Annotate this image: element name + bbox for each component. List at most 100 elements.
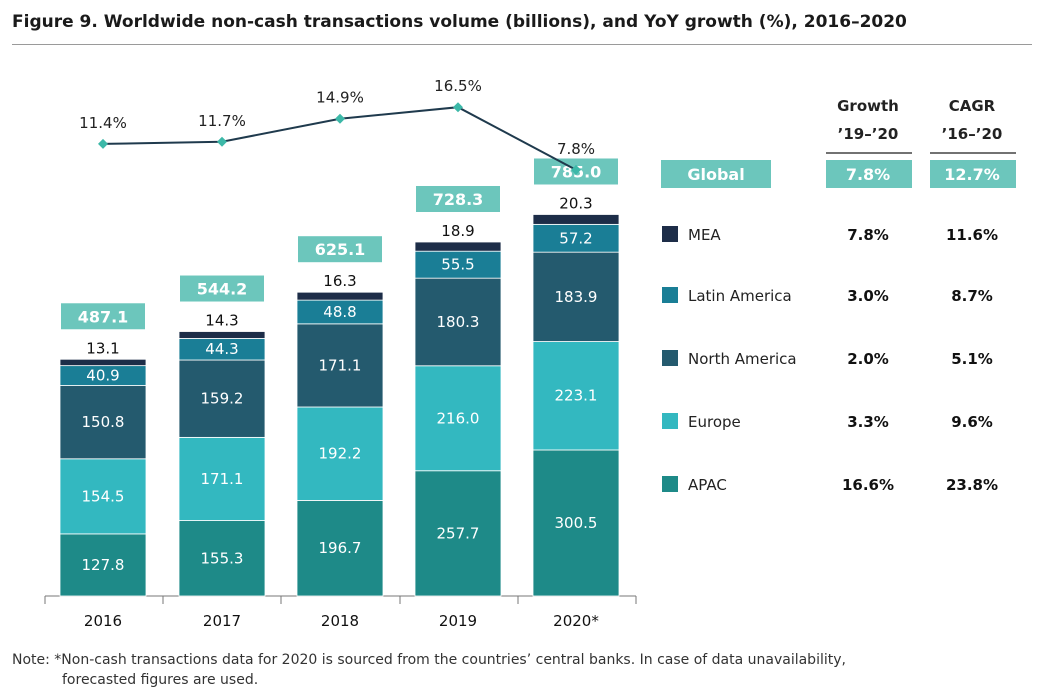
bar-value-label: 48.8	[323, 303, 356, 321]
global-growth-box	[826, 160, 912, 188]
bar-value-label-mea: 14.3	[205, 312, 238, 330]
table-row-cagr: 12.7%	[944, 165, 1000, 184]
table-header-cagr-period: ’16–’20	[942, 125, 1003, 143]
bar-mea-2020	[532, 214, 620, 225]
bar-north-america-2016	[59, 385, 147, 460]
bar-value-label: 44.3	[205, 340, 238, 358]
bar-value-label: 171.1	[319, 356, 362, 374]
bar-europe-2019	[414, 365, 502, 472]
total-label: 625.1	[315, 240, 366, 259]
table-row-cagr: 5.1%	[951, 350, 993, 368]
growth-label: 14.9%	[316, 89, 364, 107]
title-divider	[12, 44, 1032, 45]
legend-swatch-mea	[662, 226, 678, 242]
bar-value-label: 171.1	[201, 470, 244, 488]
bar-value-label: 155.3	[201, 549, 244, 567]
bar-value-label: 40.9	[86, 367, 119, 385]
bar-europe-2017	[178, 436, 266, 521]
bar-europe-2016	[59, 458, 147, 535]
table-row-cagr: 8.7%	[951, 287, 993, 305]
bar-north-america-2018	[296, 323, 384, 408]
table-row-growth: 16.6%	[842, 476, 894, 494]
bar-value-label: 154.5	[82, 487, 125, 505]
bar-value-label: 196.7	[319, 539, 362, 557]
bar-apac-2019	[414, 470, 502, 597]
bar-value-label: 180.3	[437, 313, 480, 331]
bar-europe-2020	[532, 341, 620, 451]
bar-value-label-mea: 13.1	[86, 339, 119, 357]
table-header-cagr: CAGR	[949, 97, 996, 115]
total-box	[416, 185, 500, 212]
table-row-cagr: 23.8%	[946, 476, 998, 494]
total-label: 544.2	[197, 280, 248, 299]
footnote-line-2: forecasted figures are used.	[62, 672, 259, 688]
global-cagr-box	[930, 160, 1016, 188]
chart-canvas: 127.8 154.5 150.8 40.9 13.1 487.1 2016 155.3 171…	[44, 77, 1016, 630]
growth-marker	[335, 113, 345, 124]
bar-north-america-2017	[178, 359, 266, 438]
bar-value-label: 127.8	[82, 556, 125, 574]
bar-value-label-mea: 16.3	[323, 272, 356, 290]
legend-swatch-europe	[662, 413, 678, 429]
growth-label: 11.4%	[79, 114, 127, 132]
total-box	[61, 303, 145, 330]
bar-latin-america-2019	[414, 250, 502, 279]
bar-mea-2018	[296, 291, 384, 301]
footnote-line-1: Note: *Non-cash transactions data for 20…	[12, 652, 846, 668]
legend-label: APAC	[688, 476, 727, 494]
bar-north-america-2019	[414, 277, 502, 367]
bar-value-label: 159.2	[201, 390, 244, 408]
growth-marker	[217, 136, 227, 147]
bar-value-label: 216.0	[437, 409, 480, 427]
chart-title: Figure 9. Worldwide non-cash transaction…	[12, 12, 907, 32]
legend-swatch-latin-america	[662, 287, 678, 303]
x-tick-label: 2020*	[553, 612, 599, 630]
total-box	[298, 236, 382, 263]
total-label: 487.1	[78, 307, 129, 326]
legend-label: MEA	[688, 226, 721, 244]
x-tick-label: 2019	[439, 612, 477, 630]
bar-value-label: 192.2	[319, 445, 362, 463]
legend-swatch-apac	[662, 476, 678, 492]
bar-apac-2017	[178, 520, 266, 597]
bar-europe-2018	[296, 406, 384, 501]
growth-label: 7.8%	[557, 140, 595, 158]
bar-apac-2020	[532, 449, 620, 597]
table-row-growth: 7.8%	[846, 165, 890, 184]
legend-swatch-north-america	[662, 350, 678, 366]
footnote: Note: *Non-cash transactions data for 20…	[12, 650, 846, 690]
legend-label: North America	[688, 350, 797, 368]
growth-marker	[571, 164, 581, 175]
bar-value-label: 57.2	[559, 229, 592, 247]
legend-label: Europe	[688, 413, 741, 431]
bar-north-america-2020	[532, 251, 620, 342]
table-row-cagr: 9.6%	[951, 413, 993, 431]
bar-mea-2019	[414, 241, 502, 252]
table-row-growth: 2.0%	[847, 350, 889, 368]
bar-mea-2016	[59, 358, 147, 367]
bar-value-label: 55.5	[441, 256, 474, 274]
table-header-growth: Growth	[837, 97, 899, 115]
table-header-growth-period: ’19–’20	[838, 125, 899, 143]
bar-value-label: 223.1	[555, 387, 598, 405]
growth-label: 11.7%	[198, 112, 246, 130]
bar-value-label: 150.8	[82, 413, 125, 431]
bar-mea-2017	[178, 331, 266, 339]
x-tick-label: 2018	[321, 612, 359, 630]
bar-apac-2018	[296, 500, 384, 597]
global-label-box	[661, 160, 771, 188]
growth-marker	[453, 102, 463, 113]
bar-value-label-mea: 20.3	[559, 194, 592, 212]
table-row-label: Global	[687, 165, 744, 184]
total-box	[180, 275, 264, 302]
x-tick-label: 2017	[203, 612, 241, 630]
table-row-growth: 3.0%	[847, 287, 889, 305]
x-tick-label: 2016	[84, 612, 122, 630]
bar-value-label-mea: 18.9	[441, 222, 474, 240]
table-row-growth: 3.3%	[847, 413, 889, 431]
growth-marker	[98, 138, 108, 149]
bar-value-label: 183.9	[555, 288, 598, 306]
bar-value-label: 257.7	[437, 524, 480, 542]
legend-label: Latin America	[688, 287, 792, 305]
table-row-growth: 7.8%	[847, 226, 889, 244]
